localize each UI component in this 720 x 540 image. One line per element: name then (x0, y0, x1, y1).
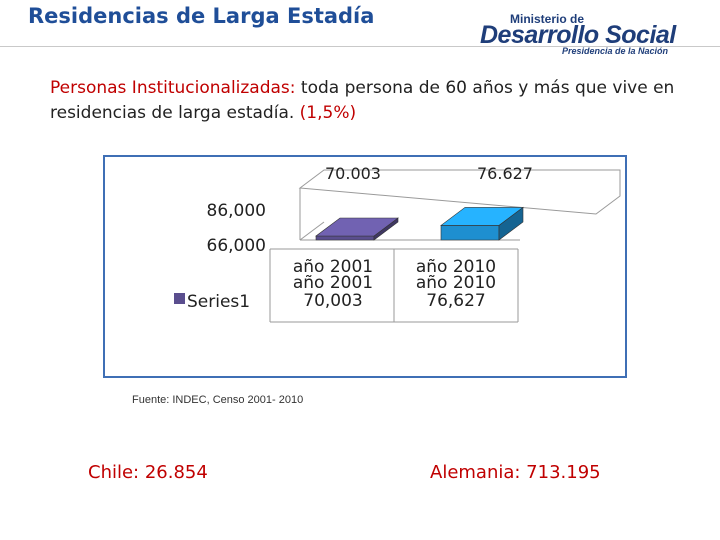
logo-line-ministerio: Ministerio de (510, 12, 585, 26)
category-label-2010: año 2010 (416, 257, 496, 277)
footer-alemania: Alemania: 713.195 (430, 462, 601, 483)
logo-line-presidencia: Presidencia de la Nación (562, 46, 669, 56)
source-note: Fuente: INDEC, Censo 2001- 2010 (132, 394, 304, 406)
footer-chile: Chile: 26.854 (88, 462, 208, 483)
table-value-2001: 70,003 (303, 291, 362, 311)
logo-line-desarrollo: Desarrollo Social (480, 21, 676, 49)
data-table: año 2001 año 2010 año 2001 año 2010 70,0… (174, 248, 519, 323)
bar-top-año-2010 (440, 207, 524, 226)
header-divider (0, 46, 720, 47)
intro-paragraph: Personas Institucionalizadas: toda perso… (50, 76, 690, 126)
chart-frame (103, 155, 627, 378)
bar-front-año-2001 (315, 235, 375, 241)
y-tick-66000: 66,000 (207, 236, 266, 256)
intro-body: toda persona de 60 años y más que vive e… (50, 78, 675, 123)
chart-back-wall (298, 169, 621, 215)
slide-title: Residencias de Larga Estadía (28, 4, 375, 28)
category-label-2001-repeat: año 2001 (293, 273, 373, 293)
intro-highlight: Personas Institucionalizadas: (50, 78, 296, 98)
ministry-logo: Ministerio de Desarrollo Social Presiden… (478, 12, 698, 58)
category-label-2010-repeat: año 2010 (416, 273, 496, 293)
top-label-2001: 70.003 (325, 164, 381, 183)
bars-layer (315, 206, 524, 241)
table-value-2010: 76,627 (426, 291, 485, 311)
legend-label-series1: Series1 (187, 292, 250, 312)
bar-front-año-2010 (440, 225, 500, 241)
category-label-2001: año 2001 (293, 257, 373, 277)
y-tick-86000: 86,000 (207, 201, 266, 221)
legend-swatch (174, 293, 185, 304)
intro-percent: (1,5%) (299, 103, 357, 123)
chart-floor-back (299, 221, 325, 241)
top-label-2010: 76.627 (477, 164, 533, 183)
bar-top-año-2001 (315, 217, 399, 237)
